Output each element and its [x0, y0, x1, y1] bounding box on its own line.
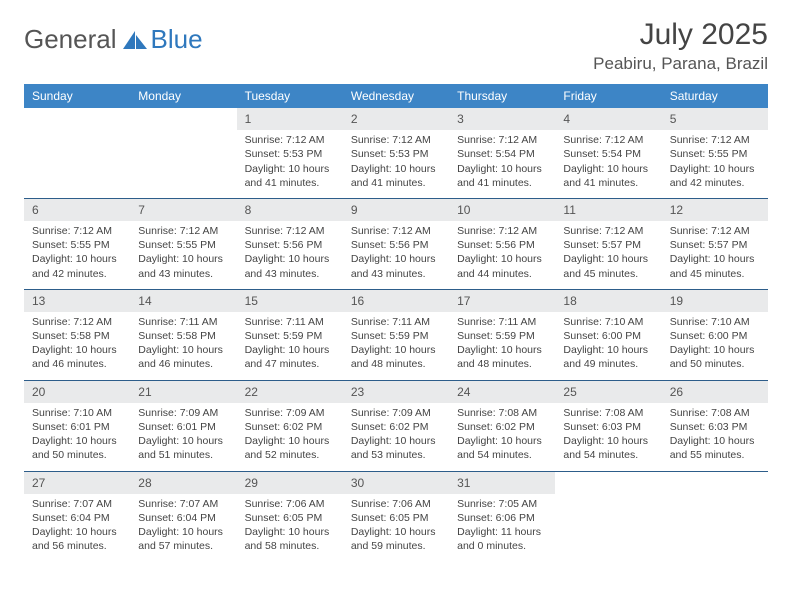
day-detail-cell: Sunrise: 7:07 AMSunset: 6:04 PMDaylight:…	[130, 494, 236, 562]
day-number-cell	[662, 472, 768, 494]
day-number-cell: 2	[343, 108, 449, 130]
detail-row: Sunrise: 7:12 AMSunset: 5:55 PMDaylight:…	[24, 221, 768, 289]
daynum-row: 13141516171819	[24, 290, 768, 312]
day-detail-cell: Sunrise: 7:12 AMSunset: 5:55 PMDaylight:…	[662, 130, 768, 198]
day-detail-cell: Sunrise: 7:12 AMSunset: 5:56 PMDaylight:…	[237, 221, 343, 289]
day-number-cell: 23	[343, 381, 449, 403]
day-detail-cell: Sunrise: 7:07 AMSunset: 6:04 PMDaylight:…	[24, 494, 130, 562]
day-number-cell	[130, 108, 236, 130]
daynum-row: 12345	[24, 108, 768, 130]
day-number-cell: 10	[449, 199, 555, 221]
day-detail-cell: Sunrise: 7:12 AMSunset: 5:56 PMDaylight:…	[449, 221, 555, 289]
day-number-cell: 21	[130, 381, 236, 403]
detail-row: Sunrise: 7:10 AMSunset: 6:01 PMDaylight:…	[24, 403, 768, 471]
day-number-cell: 7	[130, 199, 236, 221]
day-number-cell: 20	[24, 381, 130, 403]
day-number-cell: 11	[555, 199, 661, 221]
calendar-body: 12345Sunrise: 7:12 AMSunset: 5:53 PMDayl…	[24, 108, 768, 561]
day-number-cell	[555, 472, 661, 494]
day-number-cell: 18	[555, 290, 661, 312]
day-number-cell: 27	[24, 472, 130, 494]
day-number-cell	[24, 108, 130, 130]
day-detail-cell	[555, 494, 661, 562]
weekday-header: Tuesday	[237, 84, 343, 108]
day-detail-cell: Sunrise: 7:12 AMSunset: 5:57 PMDaylight:…	[662, 221, 768, 289]
day-number-cell: 22	[237, 381, 343, 403]
weekday-header: Wednesday	[343, 84, 449, 108]
day-number-cell: 6	[24, 199, 130, 221]
weekday-header: Sunday	[24, 84, 130, 108]
daynum-row: 20212223242526	[24, 381, 768, 403]
daynum-row: 2728293031	[24, 472, 768, 494]
weekday-header: Saturday	[662, 84, 768, 108]
day-number-cell: 29	[237, 472, 343, 494]
weekday-header: Thursday	[449, 84, 555, 108]
brand-name-1: General	[24, 24, 117, 55]
detail-row: Sunrise: 7:12 AMSunset: 5:53 PMDaylight:…	[24, 130, 768, 198]
title-block: July 2025 Peabiru, Parana, Brazil	[593, 18, 768, 74]
day-number-cell: 26	[662, 381, 768, 403]
calendar-table: Sunday Monday Tuesday Wednesday Thursday…	[24, 84, 768, 561]
day-detail-cell: Sunrise: 7:06 AMSunset: 6:05 PMDaylight:…	[237, 494, 343, 562]
day-number-cell: 15	[237, 290, 343, 312]
day-detail-cell: Sunrise: 7:12 AMSunset: 5:53 PMDaylight:…	[237, 130, 343, 198]
day-number-cell: 4	[555, 108, 661, 130]
day-number-cell: 16	[343, 290, 449, 312]
day-number-cell: 25	[555, 381, 661, 403]
day-number-cell: 31	[449, 472, 555, 494]
brand-logo: General Blue	[24, 24, 203, 55]
day-detail-cell: Sunrise: 7:11 AMSunset: 5:59 PMDaylight:…	[237, 312, 343, 380]
day-detail-cell: Sunrise: 7:08 AMSunset: 6:02 PMDaylight:…	[449, 403, 555, 471]
day-number-cell: 5	[662, 108, 768, 130]
weekday-header-row: Sunday Monday Tuesday Wednesday Thursday…	[24, 84, 768, 108]
detail-row: Sunrise: 7:12 AMSunset: 5:58 PMDaylight:…	[24, 312, 768, 380]
day-number-cell: 8	[237, 199, 343, 221]
day-number-cell: 1	[237, 108, 343, 130]
day-detail-cell: Sunrise: 7:10 AMSunset: 6:00 PMDaylight:…	[662, 312, 768, 380]
daynum-row: 6789101112	[24, 199, 768, 221]
page-header: General Blue July 2025 Peabiru, Parana, …	[24, 18, 768, 74]
day-detail-cell	[662, 494, 768, 562]
day-detail-cell: Sunrise: 7:09 AMSunset: 6:02 PMDaylight:…	[343, 403, 449, 471]
day-detail-cell: Sunrise: 7:09 AMSunset: 6:02 PMDaylight:…	[237, 403, 343, 471]
day-detail-cell: Sunrise: 7:10 AMSunset: 6:01 PMDaylight:…	[24, 403, 130, 471]
day-detail-cell: Sunrise: 7:12 AMSunset: 5:55 PMDaylight:…	[24, 221, 130, 289]
day-number-cell: 17	[449, 290, 555, 312]
day-number-cell: 28	[130, 472, 236, 494]
day-detail-cell: Sunrise: 7:12 AMSunset: 5:54 PMDaylight:…	[555, 130, 661, 198]
day-number-cell: 19	[662, 290, 768, 312]
brand-name-2: Blue	[151, 24, 203, 55]
day-number-cell: 9	[343, 199, 449, 221]
day-detail-cell: Sunrise: 7:08 AMSunset: 6:03 PMDaylight:…	[662, 403, 768, 471]
day-detail-cell: Sunrise: 7:09 AMSunset: 6:01 PMDaylight:…	[130, 403, 236, 471]
day-detail-cell: Sunrise: 7:12 AMSunset: 5:57 PMDaylight:…	[555, 221, 661, 289]
day-detail-cell: Sunrise: 7:11 AMSunset: 5:59 PMDaylight:…	[343, 312, 449, 380]
day-number-cell: 14	[130, 290, 236, 312]
day-detail-cell	[130, 130, 236, 198]
day-detail-cell: Sunrise: 7:08 AMSunset: 6:03 PMDaylight:…	[555, 403, 661, 471]
brand-sail-icon	[121, 29, 149, 51]
day-detail-cell: Sunrise: 7:11 AMSunset: 5:59 PMDaylight:…	[449, 312, 555, 380]
day-detail-cell: Sunrise: 7:12 AMSunset: 5:54 PMDaylight:…	[449, 130, 555, 198]
day-number-cell: 3	[449, 108, 555, 130]
day-number-cell: 30	[343, 472, 449, 494]
day-detail-cell: Sunrise: 7:11 AMSunset: 5:58 PMDaylight:…	[130, 312, 236, 380]
day-detail-cell: Sunrise: 7:10 AMSunset: 6:00 PMDaylight:…	[555, 312, 661, 380]
weekday-header: Friday	[555, 84, 661, 108]
location-text: Peabiru, Parana, Brazil	[593, 54, 768, 74]
day-detail-cell: Sunrise: 7:12 AMSunset: 5:56 PMDaylight:…	[343, 221, 449, 289]
day-detail-cell: Sunrise: 7:12 AMSunset: 5:53 PMDaylight:…	[343, 130, 449, 198]
day-number-cell: 24	[449, 381, 555, 403]
day-detail-cell: Sunrise: 7:06 AMSunset: 6:05 PMDaylight:…	[343, 494, 449, 562]
weekday-header: Monday	[130, 84, 236, 108]
day-detail-cell	[24, 130, 130, 198]
detail-row: Sunrise: 7:07 AMSunset: 6:04 PMDaylight:…	[24, 494, 768, 562]
day-number-cell: 12	[662, 199, 768, 221]
day-number-cell: 13	[24, 290, 130, 312]
day-detail-cell: Sunrise: 7:12 AMSunset: 5:58 PMDaylight:…	[24, 312, 130, 380]
day-detail-cell: Sunrise: 7:05 AMSunset: 6:06 PMDaylight:…	[449, 494, 555, 562]
month-title: July 2025	[593, 18, 768, 52]
day-detail-cell: Sunrise: 7:12 AMSunset: 5:55 PMDaylight:…	[130, 221, 236, 289]
